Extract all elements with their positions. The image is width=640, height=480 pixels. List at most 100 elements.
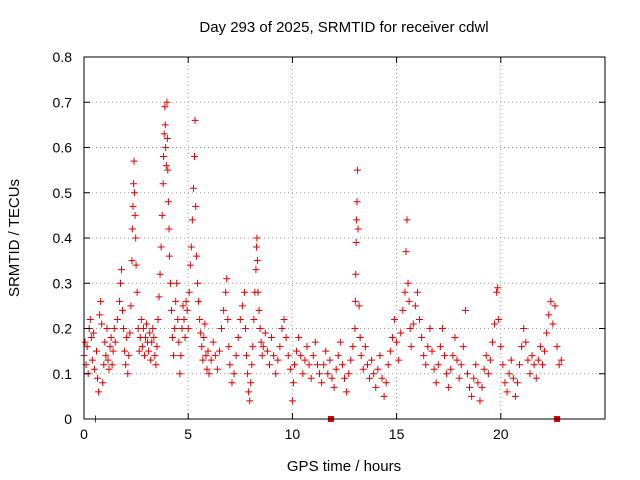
- data-point: [530, 361, 538, 369]
- data-point: [436, 343, 444, 351]
- data-points: [80, 98, 565, 423]
- data-point: [107, 334, 115, 342]
- data-point: [108, 361, 116, 369]
- data-point: [248, 361, 256, 369]
- data-point: [95, 388, 103, 396]
- data-point: [232, 352, 240, 360]
- data-point: [430, 365, 438, 373]
- data-point: [153, 343, 161, 351]
- data-point: [352, 270, 360, 278]
- data-point: [338, 361, 346, 369]
- data-point: [551, 302, 559, 310]
- data-point: [258, 352, 266, 360]
- data-point: [165, 252, 173, 260]
- data-point: [536, 343, 544, 351]
- data-point: [173, 279, 181, 287]
- data-point: [445, 383, 453, 391]
- data-point: [99, 379, 107, 387]
- data-point: [195, 297, 203, 305]
- data-point: [139, 325, 147, 332]
- data-point: [199, 356, 207, 364]
- data-point: [183, 306, 191, 314]
- data-point: [484, 370, 492, 378]
- data-point: [363, 361, 371, 369]
- data-point: [549, 320, 557, 328]
- data-point: [96, 311, 104, 319]
- data-point: [328, 374, 336, 382]
- data-point: [295, 334, 303, 342]
- data-point: [135, 347, 143, 355]
- data-point: [497, 343, 505, 351]
- data-point: [89, 329, 97, 337]
- data-point: [451, 334, 459, 342]
- data-point: [509, 374, 517, 382]
- data-point: [353, 166, 361, 174]
- data-point: [200, 334, 208, 342]
- data-point: [405, 297, 413, 305]
- data-point: [176, 370, 184, 378]
- data-point: [518, 343, 526, 351]
- y-tick-label: 0.1: [53, 366, 73, 382]
- data-point: [166, 279, 174, 287]
- data-point: [105, 365, 113, 373]
- data-point: [466, 383, 474, 391]
- data-point: [245, 388, 253, 396]
- data-point: [393, 338, 401, 346]
- data-point: [380, 392, 388, 400]
- data-point: [401, 288, 409, 296]
- y-tick-label: 0.7: [53, 94, 73, 110]
- data-point: [528, 352, 536, 360]
- data-point: [128, 225, 136, 233]
- data-point: [372, 383, 380, 391]
- data-point: [406, 325, 414, 332]
- data-point: [428, 347, 436, 355]
- data-point: [100, 361, 108, 369]
- data-point: [189, 184, 197, 192]
- data-point: [246, 397, 254, 405]
- data-point: [109, 347, 117, 355]
- axis-ticks: 0 5 10 15 20 0 0.1 0.2 0.3 0.4 0.5 0.6 0.7 0.8: [53, 49, 605, 442]
- y-tick-label: 0.3: [53, 275, 73, 291]
- data-point: [282, 334, 290, 342]
- x-tick-label: 0: [80, 426, 88, 442]
- data-point: [104, 356, 112, 364]
- data-point: [193, 252, 201, 260]
- data-point: [278, 325, 286, 332]
- data-point: [141, 334, 149, 342]
- data-point: [123, 334, 131, 342]
- data-point: [159, 180, 167, 188]
- data-point: [478, 383, 486, 391]
- data-point: [526, 370, 534, 378]
- data-point: [138, 343, 146, 351]
- data-point: [164, 198, 172, 206]
- data-point: [505, 370, 513, 378]
- data-point: [482, 352, 490, 360]
- data-point: [126, 329, 134, 337]
- data-point: [165, 225, 173, 233]
- data-point: [288, 397, 296, 405]
- data-point: [318, 379, 326, 387]
- data-point: [376, 352, 384, 360]
- data-point: [81, 338, 89, 346]
- data-point: [98, 320, 106, 328]
- data-point: [268, 334, 276, 342]
- data-point: [399, 306, 407, 314]
- data-point: [202, 352, 210, 360]
- data-point: [416, 315, 424, 323]
- data-point: [341, 374, 348, 382]
- data-point: [374, 365, 382, 373]
- data-point: [438, 325, 446, 332]
- data-point: [543, 329, 551, 337]
- data-point: [150, 334, 158, 342]
- data-point: [228, 379, 236, 387]
- data-point: [198, 343, 206, 351]
- data-point: [146, 329, 154, 337]
- data-point: [243, 352, 251, 360]
- data-point: [261, 329, 269, 337]
- data-point: [309, 352, 317, 360]
- data-point: [472, 361, 480, 369]
- data-point: [305, 361, 313, 369]
- data-point: [160, 130, 168, 138]
- data-point: [545, 311, 553, 319]
